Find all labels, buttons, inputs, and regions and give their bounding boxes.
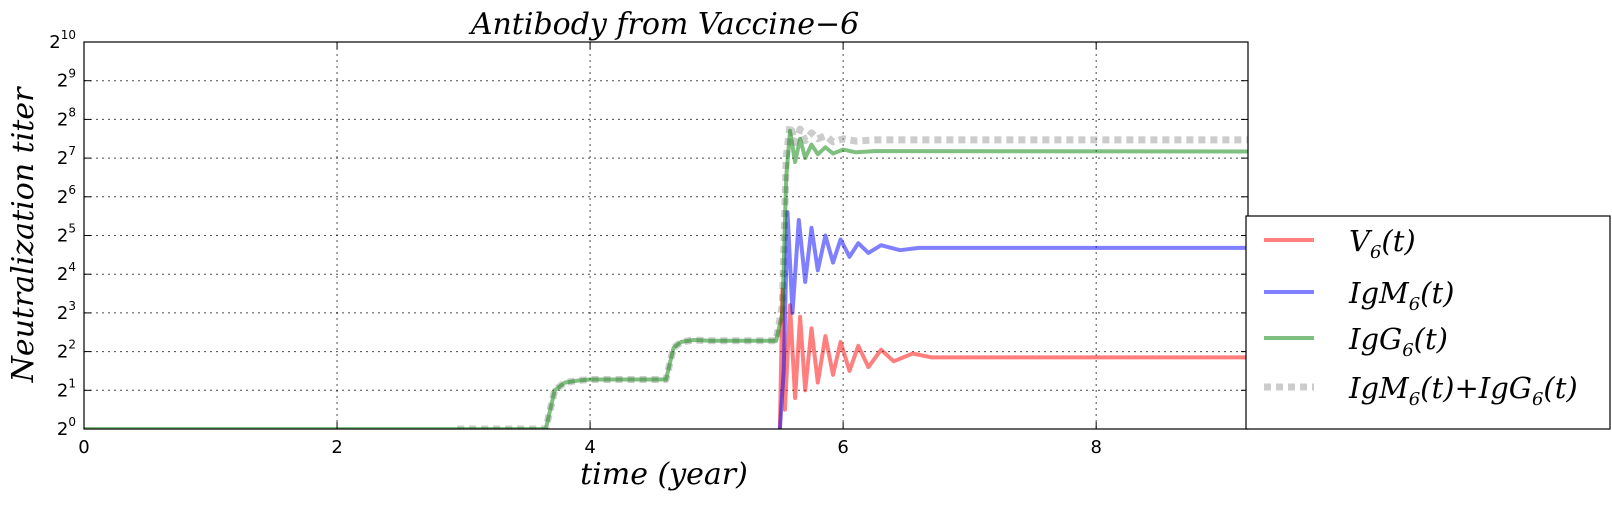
x-axis-label: time (year) [580,457,748,492]
x-tick-label: 8 [1090,437,1101,458]
y-tick-label: 26 [57,183,76,208]
y-tick-label: 29 [57,67,76,92]
y-tick-label: 20 [57,415,76,440]
series-line-igm6-t- [777,210,1248,429]
x-tick-label: 4 [584,437,595,458]
chart-title: Antibody from Vaccine−6 [468,7,859,42]
x-tick-label: 0 [78,437,89,458]
y-axis-ticks: 20 21 22 23 24 25 26 27 28 29 210 [49,28,1248,440]
y-axis-label: Neutralization titer [6,86,41,384]
grid-layer [84,42,1248,429]
series-line-v6-t- [777,287,1248,429]
series-line-igm6-t-igg6-t- [457,121,1248,429]
legend-label: IgM6(t) [1348,276,1454,315]
legend: V6(t) IgM6(t) IgG6(t) IgM6(t)+IgG6(t) [1245,215,1611,430]
x-axis-ticks: 0 2 4 6 8 [78,42,1102,458]
y-tick-label: 28 [57,105,76,130]
legend-box [1245,215,1611,430]
series-layer [84,121,1248,429]
x-tick-label: 2 [331,437,342,458]
legend-label: IgM6(t)+IgG6(t) [1348,371,1578,410]
y-tick-label: 22 [57,338,76,363]
y-tick-label: 27 [57,144,76,169]
legend-label: IgG6(t) [1348,322,1448,361]
legend-label: V6(t) [1349,224,1416,263]
y-tick-label: 24 [57,260,76,285]
y-tick-label: 21 [57,376,76,401]
y-tick-label: 23 [57,299,76,324]
series-line-igg6-t- [84,129,1248,429]
y-tick-label: 210 [49,28,76,53]
y-tick-label: 25 [57,222,76,247]
x-tick-label: 6 [837,437,848,458]
